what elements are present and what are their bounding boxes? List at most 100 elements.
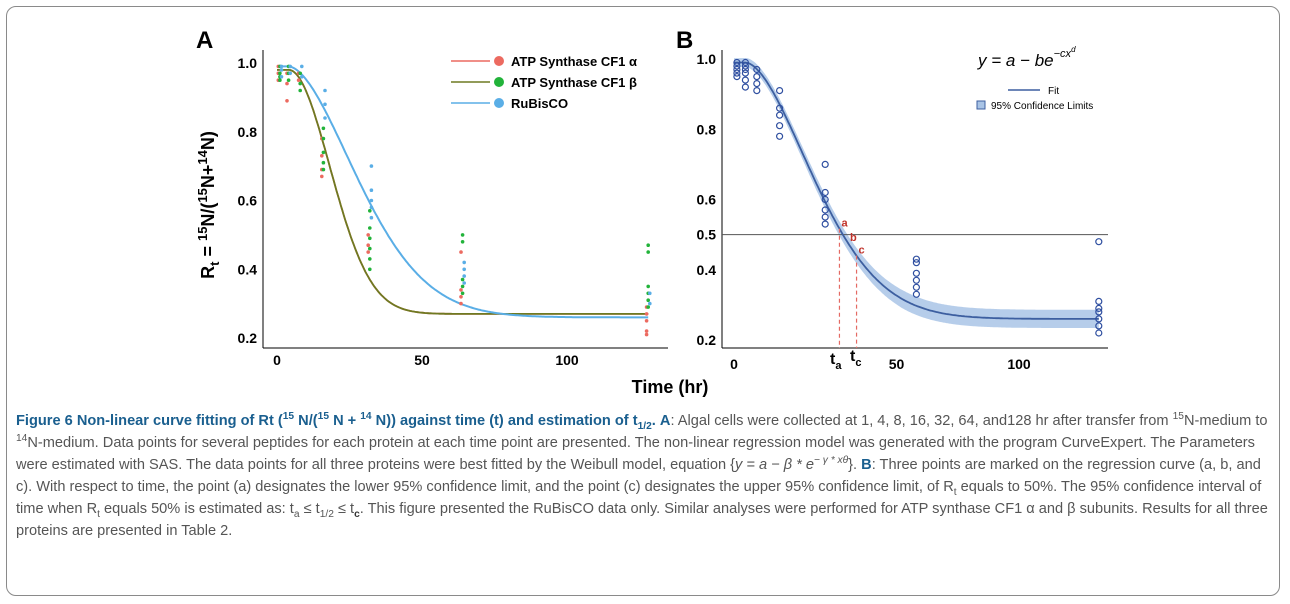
data-point-alpha bbox=[366, 243, 371, 247]
data-point-b bbox=[821, 206, 829, 214]
data-point-beta bbox=[321, 150, 326, 155]
data-point-b bbox=[1095, 238, 1103, 246]
data-point-beta bbox=[460, 233, 465, 237]
data-point-b bbox=[1095, 315, 1103, 323]
y-tick-label-b: 0.5 bbox=[697, 227, 717, 243]
data-point-alpha bbox=[459, 301, 463, 306]
data-point-b bbox=[775, 104, 784, 112]
data-point-rubisco bbox=[323, 88, 327, 93]
data-point-rubisco bbox=[279, 64, 284, 69]
data-point-beta bbox=[278, 71, 282, 76]
data-point-beta bbox=[321, 126, 326, 131]
data-point-alpha bbox=[459, 250, 463, 254]
y-tick-label-b: 0.4 bbox=[697, 262, 717, 278]
data-point-rubisco bbox=[462, 267, 467, 272]
data-point-b bbox=[753, 86, 761, 95]
legend-dot-alpha bbox=[494, 56, 504, 66]
point-label-a: a bbox=[841, 218, 848, 230]
data-point-beta bbox=[321, 167, 326, 172]
data-point-beta bbox=[368, 209, 372, 213]
x-axis-title: Time (hr) bbox=[632, 377, 709, 397]
data-point-b bbox=[775, 111, 784, 119]
figure-plot: A B Rt = 15N/(15N+14N) 1.0 0.8 0.6 0.4 0.2 0 5… bbox=[195, 27, 1108, 397]
data-point-b bbox=[753, 79, 761, 88]
data-point-rubisco bbox=[288, 64, 293, 69]
data-point-beta bbox=[646, 305, 650, 309]
data-point-alpha bbox=[459, 295, 463, 299]
ticks-a: 1.0 0.8 0.6 0.4 0.2 0 50 100 bbox=[238, 55, 579, 368]
caption-a-label: A bbox=[659, 413, 671, 429]
panel-a-plot bbox=[276, 64, 652, 337]
data-point-b bbox=[912, 290, 921, 298]
legend-band-swatch bbox=[976, 100, 986, 110]
data-point-rubisco bbox=[648, 291, 652, 296]
data-point-b bbox=[741, 58, 750, 67]
data-point-rubisco bbox=[369, 215, 374, 220]
x-tick-label-b: 50 bbox=[889, 356, 905, 372]
caption-b-label: B bbox=[861, 457, 872, 473]
data-point-beta bbox=[460, 240, 465, 244]
legend-dot-beta bbox=[494, 77, 504, 87]
data-point-b bbox=[775, 122, 784, 130]
data-point-alpha bbox=[320, 174, 324, 179]
panel-b-plot: abc bbox=[722, 58, 1108, 348]
y-tick-label-a: 0.4 bbox=[238, 261, 258, 277]
data-point-beta bbox=[321, 136, 326, 141]
axes-b bbox=[721, 50, 1108, 349]
data-point-b bbox=[753, 65, 761, 74]
data-point-alpha bbox=[644, 312, 649, 316]
data-point-b bbox=[912, 255, 921, 263]
panel-b-label: B bbox=[676, 27, 693, 54]
data-point-b bbox=[1095, 329, 1103, 337]
data-point-rubisco bbox=[323, 102, 327, 107]
ta-label: ta bbox=[830, 351, 842, 372]
data-point-b bbox=[741, 65, 750, 74]
fit-curve-alpha bbox=[277, 69, 649, 315]
data-point-beta bbox=[460, 284, 465, 289]
confidence-band bbox=[734, 58, 1099, 329]
data-point-rubisco bbox=[462, 260, 467, 265]
y-tick-label-b: 0.6 bbox=[697, 192, 717, 208]
fit-curve-b bbox=[734, 61, 1099, 320]
data-point-rubisco bbox=[369, 164, 374, 168]
legend-a: ATP Synthase CF1 α ATP Synthase CF1 β Ru… bbox=[451, 54, 637, 111]
data-point-beta bbox=[460, 291, 465, 296]
data-point-beta bbox=[368, 246, 372, 251]
data-point-beta bbox=[460, 277, 465, 282]
data-point-b bbox=[733, 58, 741, 67]
data-point-rubisco bbox=[279, 68, 284, 72]
data-point-rubisco bbox=[462, 281, 467, 285]
data-point-alpha bbox=[320, 154, 324, 158]
data-point-rubisco bbox=[288, 71, 293, 76]
fit-curve-rubisco bbox=[277, 65, 649, 319]
data-point-alpha bbox=[366, 233, 371, 237]
y-tick-label-b: 1.0 bbox=[697, 51, 717, 67]
data-point-b bbox=[821, 195, 829, 204]
data-point-rubisco bbox=[369, 188, 374, 192]
data-point-alpha bbox=[285, 81, 289, 86]
data-point-beta bbox=[368, 257, 372, 261]
data-point-b bbox=[775, 132, 784, 140]
legend-band-label: 95% Confidence Limits bbox=[991, 101, 1093, 112]
data-point-alpha bbox=[644, 329, 649, 333]
x-tick-label-a: 0 bbox=[273, 352, 281, 368]
data-point-beta bbox=[298, 71, 303, 76]
data-point-beta bbox=[321, 160, 326, 165]
data-point-b bbox=[775, 86, 784, 95]
legend-label-alpha: ATP Synthase CF1 α bbox=[511, 54, 637, 69]
data-point-b bbox=[733, 65, 741, 74]
x-tick-label-a: 100 bbox=[555, 352, 579, 368]
x-tick-label-b: 0 bbox=[730, 356, 738, 372]
caption-equation: y = a − β * e− γ * xθ bbox=[735, 455, 849, 473]
axes-a bbox=[262, 50, 668, 349]
svg-text:Rt = 15N/(15N+14N): Rt = 15N/(15N+14N) bbox=[195, 131, 222, 279]
data-point-b bbox=[1095, 304, 1103, 312]
x-tick-label-b: 100 bbox=[1007, 356, 1031, 372]
data-point-b bbox=[741, 76, 750, 84]
data-point-beta bbox=[286, 78, 291, 82]
y-tick-label-a: 0.2 bbox=[238, 330, 258, 346]
data-point-b bbox=[1095, 322, 1103, 330]
data-point-b bbox=[733, 62, 741, 70]
data-point-b bbox=[821, 188, 829, 197]
data-point-b bbox=[741, 62, 750, 70]
